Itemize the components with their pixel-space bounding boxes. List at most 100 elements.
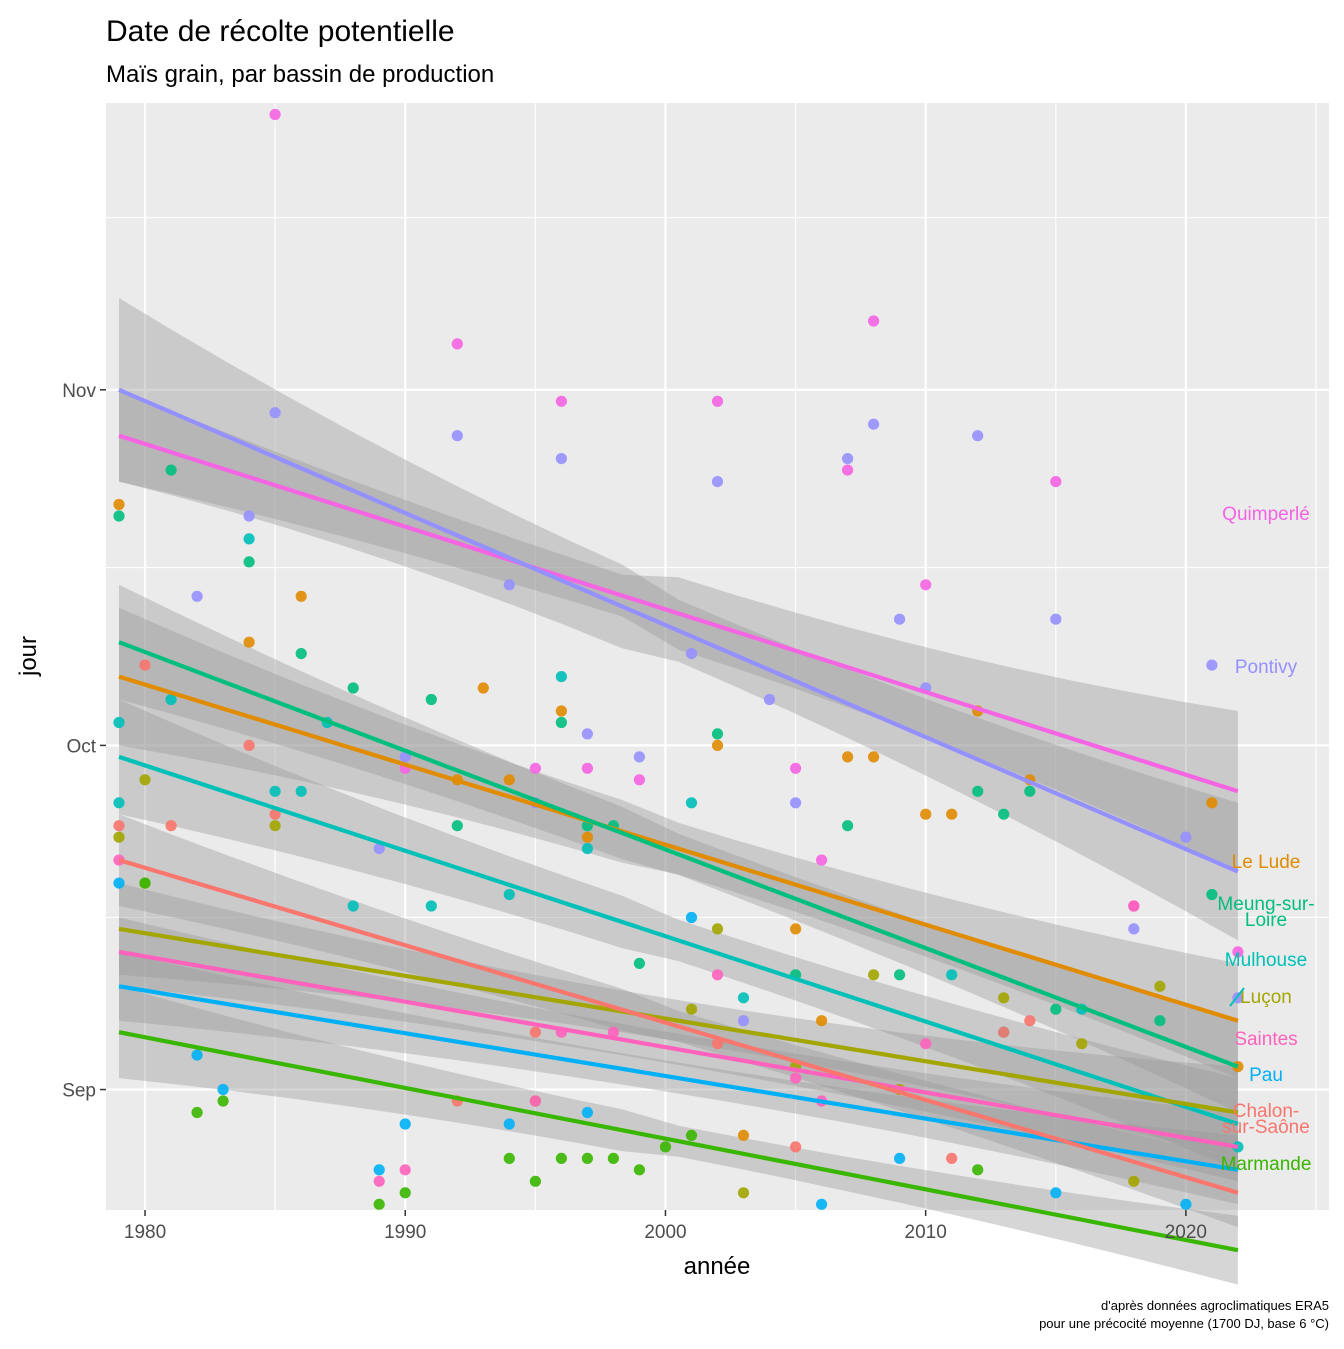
- series-label-chalon-sur-saone: sur-Saône: [1222, 1117, 1310, 1138]
- point-saintes: [529, 1095, 542, 1107]
- point-pontivy: [555, 453, 568, 465]
- point-quimperle: [816, 854, 828, 866]
- point-le-lude: [295, 590, 307, 602]
- chart-title: Date de récolte potentielle: [106, 15, 455, 48]
- trend-lines: [118, 387, 1239, 1253]
- point-lucon: [1076, 1038, 1088, 1050]
- point-pau: [399, 1118, 411, 1130]
- point-quimperle: [581, 762, 594, 774]
- series-label-mulhouse: Mulhouse: [1225, 950, 1307, 971]
- point-meung-sur-loire: [165, 464, 177, 476]
- point-pau: [1050, 1187, 1062, 1199]
- point-pontivy: [503, 579, 515, 591]
- point-lucon: [737, 1187, 750, 1199]
- point-lucon: [711, 923, 724, 935]
- x-tick-label: 2000: [644, 1222, 686, 1243]
- point-le-lude: [711, 739, 724, 752]
- point-le-lude: [243, 636, 255, 648]
- trend-line-meung-sur-loire: [118, 640, 1239, 1069]
- series-label-pontivy: Pontivy: [1235, 657, 1298, 678]
- point-marmande: [972, 1164, 984, 1176]
- confidence-band-marmande: [119, 986, 1238, 1285]
- point-mulhouse: [113, 716, 125, 729]
- point-meung-sur-loire: [972, 785, 984, 797]
- trend-line-le-lude: [118, 674, 1239, 1023]
- point-meung-sur-loire: [295, 648, 307, 660]
- point-pontivy: [790, 797, 802, 809]
- point-mulhouse: [165, 693, 177, 706]
- point-quimperle: [868, 315, 880, 327]
- point-mulhouse: [113, 797, 125, 809]
- point-pontivy: [1050, 613, 1062, 625]
- series-label-chalon-sur-saone: Chalon-: [1233, 1101, 1300, 1122]
- y-tick-label: Sep: [62, 1081, 96, 1102]
- point-pontivy: [581, 728, 594, 740]
- point-marmande: [581, 1152, 594, 1164]
- trend-line-lucon: [118, 926, 1239, 1115]
- point-marmande: [607, 1152, 620, 1164]
- series-label-marmande: Marmande: [1221, 1154, 1312, 1175]
- point-chalon-sur-saone: [269, 808, 281, 820]
- point-mulhouse: [347, 900, 359, 912]
- point-mulhouse: [243, 533, 255, 545]
- point-mulhouse: [425, 900, 437, 912]
- point-pau: [816, 1198, 828, 1210]
- point-meung-sur-loire: [451, 820, 463, 832]
- point-marmande: [685, 1129, 698, 1141]
- point-saintes: [1128, 900, 1140, 912]
- point-marmande: [191, 1106, 203, 1119]
- point-pontivy: [737, 1015, 750, 1027]
- point-lucon: [1128, 1175, 1140, 1187]
- point-meung-sur-loire: [425, 693, 437, 706]
- point-le-lude: [503, 774, 515, 786]
- point-marmande: [373, 1198, 385, 1210]
- caption-line-2: pour une précocité moyenne (1700 DJ, bas…: [1039, 1316, 1329, 1331]
- point-le-lude: [737, 1129, 750, 1141]
- point-saintes: [711, 969, 724, 981]
- point-meung-sur-loire: [243, 556, 255, 568]
- point-pontivy: [685, 648, 698, 660]
- point-meung-sur-loire: [1154, 1015, 1166, 1027]
- point-meung-sur-loire: [1206, 888, 1218, 901]
- point-pontivy: [1128, 923, 1140, 935]
- point-pontivy: [269, 407, 281, 419]
- point-lucon: [868, 969, 880, 981]
- point-meung-sur-loire: [1024, 785, 1036, 797]
- y-axis-ticks: Sep Oct Nov: [62, 381, 106, 1102]
- point-lucon: [139, 774, 151, 786]
- point-saintes: [373, 1175, 385, 1187]
- point-quimperle: [920, 579, 932, 591]
- series-label-meung-sur-loire: Loire: [1245, 910, 1287, 931]
- point-pau: [191, 1049, 203, 1061]
- confidence-band-pontivy: [119, 298, 1238, 941]
- point-pau: [581, 1106, 594, 1119]
- point-saintes: [790, 1072, 802, 1084]
- minor-gridlines: [106, 103, 1329, 1210]
- point-mulhouse: [581, 843, 594, 855]
- point-quimperle: [633, 774, 646, 786]
- trend-line-pontivy: [118, 387, 1239, 874]
- point-le-lude: [790, 923, 802, 935]
- point-le-lude: [920, 808, 932, 820]
- x-tick-label: 2020: [1165, 1222, 1207, 1243]
- point-pontivy: [633, 751, 646, 763]
- point-meung-sur-loire: [633, 957, 646, 970]
- series-label-pau: Pau: [1249, 1065, 1283, 1086]
- point-pontivy: [191, 590, 203, 602]
- x-axis-label: année: [684, 1253, 751, 1280]
- y-axis-label: jour: [15, 636, 42, 677]
- point-pontivy: [894, 613, 906, 625]
- point-lucon: [269, 820, 281, 832]
- trend-line-marmande: [118, 1030, 1239, 1253]
- point-saintes: [399, 1164, 411, 1176]
- point-quimperle: [269, 108, 281, 121]
- point-pontivy: [763, 693, 776, 706]
- point-mulhouse: [295, 785, 307, 797]
- x-tick-label: 1990: [384, 1222, 426, 1243]
- series-label-le-lude: Le Lude: [1232, 852, 1301, 873]
- series-labels: Quimperlé Pontivy Le Lude Meung-sur-Loire Mu…: [1217, 504, 1314, 1175]
- point-meung-sur-loire: [555, 716, 568, 729]
- point-lucon: [1154, 980, 1166, 992]
- point-saintes: [920, 1038, 932, 1050]
